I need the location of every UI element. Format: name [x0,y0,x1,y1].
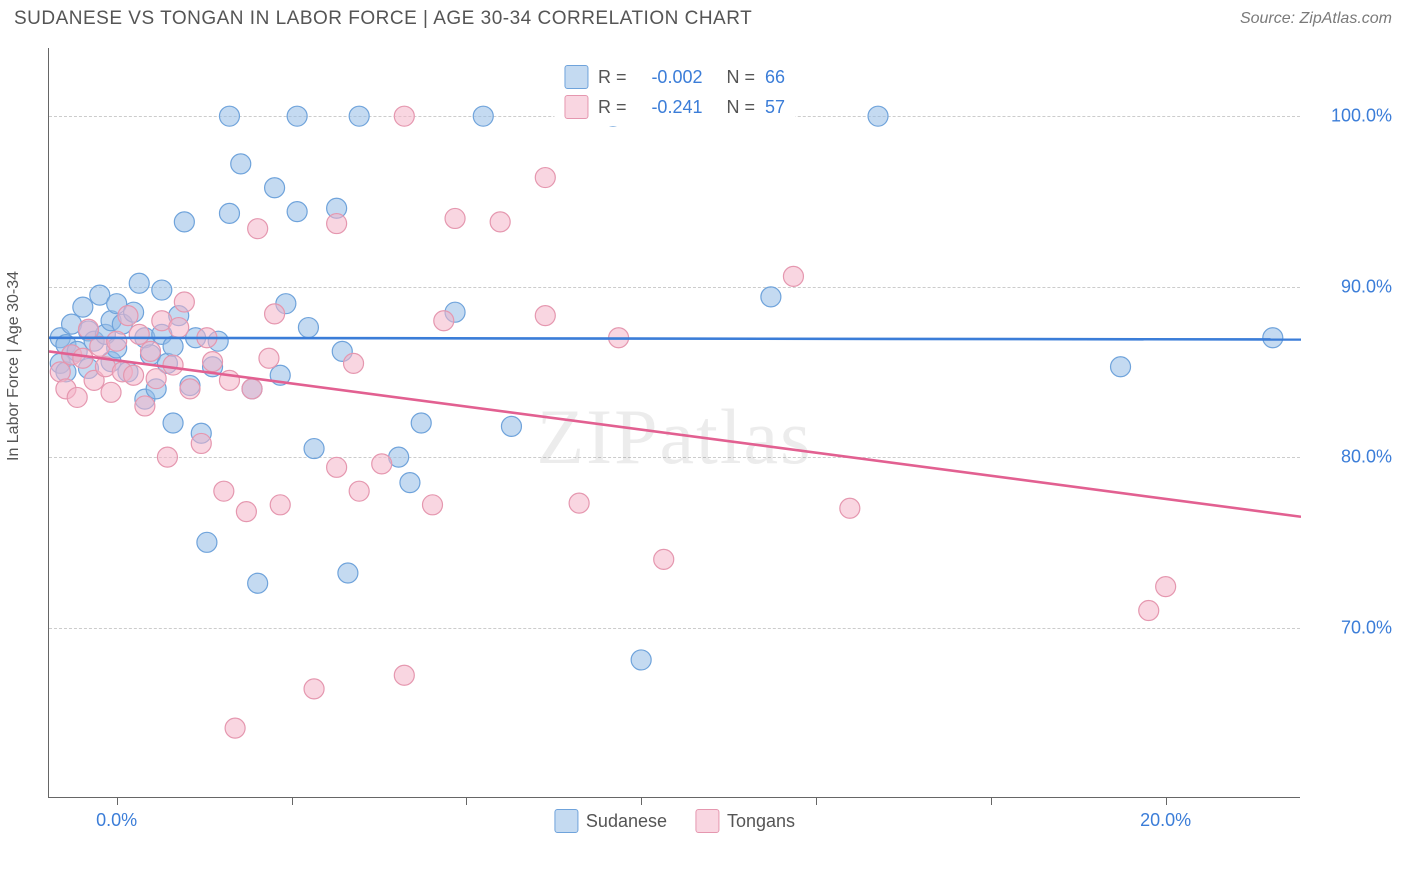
correlation-legend: R = -0.002 N = 66 R = -0.241 N = 57 [554,58,795,126]
regression-lines-layer [49,48,1301,798]
regression-line [49,338,1301,340]
plot-area: ZIPatlas R =-0.002N =66R =-0.241N =57 Su… [48,48,1300,798]
x-tick [1166,797,1167,805]
y-tick-label: 80.0% [1312,447,1392,468]
x-tick [117,797,118,805]
y-tick-label: 90.0% [1312,276,1392,297]
legend-r-value: -0.241 [636,97,702,118]
x-tick [991,797,992,805]
legend-swatch [564,65,588,89]
x-tick [292,797,293,805]
regression-line [49,351,1301,516]
legend-swatch [554,809,578,833]
legend-row: R = -0.002 N = 66 [564,62,785,92]
legend-n-label: N = [726,67,755,88]
source-label: Source: ZipAtlas.com [1240,10,1392,28]
legend-n-value: 66 [765,67,785,88]
legend-r-label: R = [598,97,627,118]
legend-n-label: N = [726,97,755,118]
y-tick-label: 100.0% [1312,106,1392,127]
legend-swatch [564,95,588,119]
series-legend-item: Sudanese [554,809,667,833]
y-axis-label: In Labor Force | Age 30-34 [5,271,23,461]
series-legend-item: Tongans [695,809,795,833]
x-tick [816,797,817,805]
chart-container: In Labor Force | Age 30-34 ZIPatlas R =-… [0,36,1406,886]
legend-r-label: R = [598,67,627,88]
series-name: Sudanese [586,811,667,832]
legend-swatch [695,809,719,833]
series-name: Tongans [727,811,795,832]
legend-n-value: 57 [765,97,785,118]
legend-r-value: -0.002 [636,67,702,88]
x-tick [641,797,642,805]
y-tick-label: 70.0% [1312,617,1392,638]
chart-title: SUDANESE VS TONGAN IN LABOR FORCE | AGE … [14,8,752,30]
series-legend: Sudanese Tongans [554,809,795,833]
x-tick-label: 0.0% [96,810,137,831]
x-tick [466,797,467,805]
x-tick-label: 20.0% [1140,810,1191,831]
legend-row: R = -0.241 N = 57 [564,92,785,122]
